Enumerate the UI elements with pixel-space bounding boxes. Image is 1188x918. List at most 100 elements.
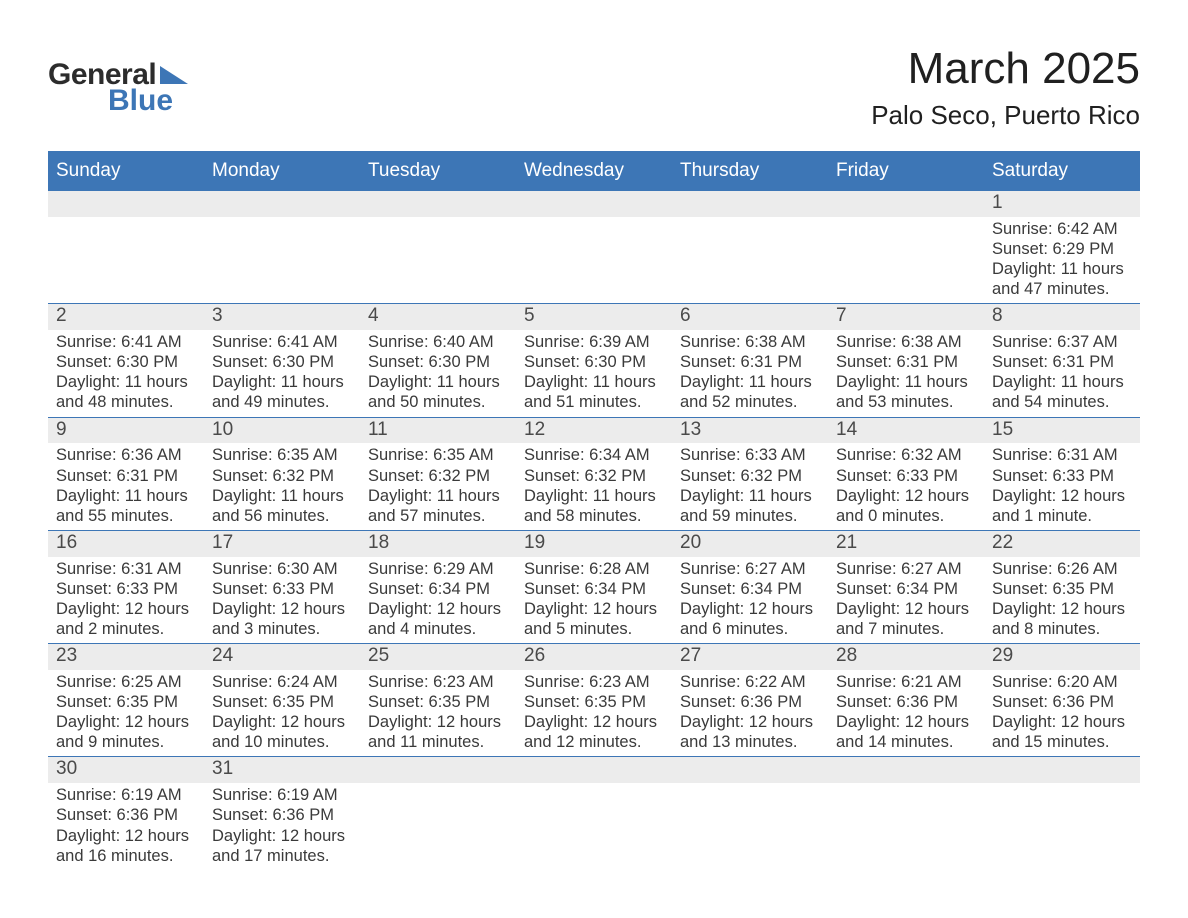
day-details: Sunrise: 6:26 AMSunset: 6:35 PMDaylight:…: [984, 557, 1140, 644]
sunrise-text: Sunrise: 6:35 AM: [368, 445, 508, 465]
calendar-cell: [984, 757, 1140, 870]
brand-logo: General Blue: [48, 58, 188, 118]
day-number: 24: [204, 644, 360, 670]
calendar-cell: [828, 191, 984, 304]
day-details: Sunrise: 6:19 AMSunset: 6:36 PMDaylight:…: [48, 783, 204, 870]
day-number: 27: [672, 644, 828, 670]
sunset-text: Sunset: 6:32 PM: [524, 466, 664, 486]
day-details: [48, 217, 204, 277]
sunset-text: Sunset: 6:34 PM: [680, 579, 820, 599]
weekday-header: Tuesday: [360, 153, 516, 191]
sunset-text: Sunset: 6:33 PM: [212, 579, 352, 599]
calendar-cell: 29Sunrise: 6:20 AMSunset: 6:36 PMDayligh…: [984, 644, 1140, 757]
day-details: Sunrise: 6:30 AMSunset: 6:33 PMDaylight:…: [204, 557, 360, 644]
sunset-text: Sunset: 6:30 PM: [212, 352, 352, 372]
sunset-text: Sunset: 6:31 PM: [992, 352, 1132, 372]
sunset-text: Sunset: 6:34 PM: [368, 579, 508, 599]
calendar-week-row: 30Sunrise: 6:19 AMSunset: 6:36 PMDayligh…: [48, 757, 1140, 870]
sunrise-text: Sunrise: 6:38 AM: [680, 332, 820, 352]
day-number: [516, 191, 672, 217]
sunrise-text: Sunrise: 6:20 AM: [992, 672, 1132, 692]
sunset-text: Sunset: 6:34 PM: [836, 579, 976, 599]
day-details: Sunrise: 6:29 AMSunset: 6:34 PMDaylight:…: [360, 557, 516, 644]
day-number: [828, 757, 984, 783]
daylight-text: Daylight: 12 hours and 9 minutes.: [56, 712, 196, 752]
daylight-text: Daylight: 12 hours and 16 minutes.: [56, 826, 196, 866]
daylight-text: Daylight: 11 hours and 53 minutes.: [836, 372, 976, 412]
sunrise-text: Sunrise: 6:38 AM: [836, 332, 976, 352]
sunset-text: Sunset: 6:30 PM: [368, 352, 508, 372]
sunset-text: Sunset: 6:33 PM: [56, 579, 196, 599]
daylight-text: Daylight: 12 hours and 5 minutes.: [524, 599, 664, 639]
day-number: 12: [516, 418, 672, 444]
title-block: March 2025 Palo Seco, Puerto Rico: [871, 30, 1140, 137]
day-number: 9: [48, 418, 204, 444]
daylight-text: Daylight: 12 hours and 11 minutes.: [368, 712, 508, 752]
day-number: [672, 757, 828, 783]
sunset-text: Sunset: 6:32 PM: [680, 466, 820, 486]
calendar-week-row: 2Sunrise: 6:41 AMSunset: 6:30 PMDaylight…: [48, 304, 1140, 417]
calendar-cell: 3Sunrise: 6:41 AMSunset: 6:30 PMDaylight…: [204, 304, 360, 417]
day-number: 13: [672, 418, 828, 444]
calendar-week-row: 23Sunrise: 6:25 AMSunset: 6:35 PMDayligh…: [48, 644, 1140, 757]
sunrise-text: Sunrise: 6:23 AM: [524, 672, 664, 692]
day-number: 23: [48, 644, 204, 670]
daylight-text: Daylight: 12 hours and 7 minutes.: [836, 599, 976, 639]
day-number: [984, 757, 1140, 783]
sunrise-text: Sunrise: 6:21 AM: [836, 672, 976, 692]
day-details: [516, 217, 672, 277]
day-details: Sunrise: 6:35 AMSunset: 6:32 PMDaylight:…: [360, 443, 516, 530]
daylight-text: Daylight: 12 hours and 3 minutes.: [212, 599, 352, 639]
day-number: 7: [828, 304, 984, 330]
calendar-cell: 26Sunrise: 6:23 AMSunset: 6:35 PMDayligh…: [516, 644, 672, 757]
day-details: Sunrise: 6:23 AMSunset: 6:35 PMDaylight:…: [360, 670, 516, 757]
sunrise-text: Sunrise: 6:33 AM: [680, 445, 820, 465]
day-details: [516, 783, 672, 843]
calendar-cell: 23Sunrise: 6:25 AMSunset: 6:35 PMDayligh…: [48, 644, 204, 757]
daylight-text: Daylight: 12 hours and 2 minutes.: [56, 599, 196, 639]
day-details: Sunrise: 6:22 AMSunset: 6:36 PMDaylight:…: [672, 670, 828, 757]
calendar-cell: 2Sunrise: 6:41 AMSunset: 6:30 PMDaylight…: [48, 304, 204, 417]
calendar-cell: 12Sunrise: 6:34 AMSunset: 6:32 PMDayligh…: [516, 417, 672, 530]
daylight-text: Daylight: 12 hours and 1 minute.: [992, 486, 1132, 526]
sunset-text: Sunset: 6:36 PM: [992, 692, 1132, 712]
page-title: March 2025: [871, 44, 1140, 94]
daylight-text: Daylight: 11 hours and 55 minutes.: [56, 486, 196, 526]
calendar-cell: 14Sunrise: 6:32 AMSunset: 6:33 PMDayligh…: [828, 417, 984, 530]
sunset-text: Sunset: 6:33 PM: [992, 466, 1132, 486]
day-details: Sunrise: 6:27 AMSunset: 6:34 PMDaylight:…: [672, 557, 828, 644]
day-number: 30: [48, 757, 204, 783]
weekday-header: Sunday: [48, 153, 204, 191]
calendar-cell: [360, 757, 516, 870]
calendar-cell: 13Sunrise: 6:33 AMSunset: 6:32 PMDayligh…: [672, 417, 828, 530]
calendar-cell: 11Sunrise: 6:35 AMSunset: 6:32 PMDayligh…: [360, 417, 516, 530]
sunrise-text: Sunrise: 6:28 AM: [524, 559, 664, 579]
sunrise-text: Sunrise: 6:36 AM: [56, 445, 196, 465]
day-number: 14: [828, 418, 984, 444]
calendar-header-row: Sunday Monday Tuesday Wednesday Thursday…: [48, 153, 1140, 191]
sunrise-text: Sunrise: 6:35 AM: [212, 445, 352, 465]
daylight-text: Daylight: 11 hours and 59 minutes.: [680, 486, 820, 526]
day-number: 5: [516, 304, 672, 330]
daylight-text: Daylight: 11 hours and 51 minutes.: [524, 372, 664, 412]
header-bar: General Blue March 2025 Palo Seco, Puert…: [48, 30, 1140, 137]
sunset-text: Sunset: 6:35 PM: [992, 579, 1132, 599]
weekday-header: Saturday: [984, 153, 1140, 191]
day-details: Sunrise: 6:42 AMSunset: 6:29 PMDaylight:…: [984, 217, 1140, 304]
daylight-text: Daylight: 12 hours and 8 minutes.: [992, 599, 1132, 639]
sunrise-text: Sunrise: 6:25 AM: [56, 672, 196, 692]
day-number: 26: [516, 644, 672, 670]
day-number: 1: [984, 191, 1140, 217]
daylight-text: Daylight: 11 hours and 57 minutes.: [368, 486, 508, 526]
day-details: Sunrise: 6:38 AMSunset: 6:31 PMDaylight:…: [828, 330, 984, 417]
day-details: [204, 217, 360, 277]
day-number: [360, 191, 516, 217]
daylight-text: Daylight: 11 hours and 49 minutes.: [212, 372, 352, 412]
sunset-text: Sunset: 6:30 PM: [56, 352, 196, 372]
day-details: Sunrise: 6:41 AMSunset: 6:30 PMDaylight:…: [48, 330, 204, 417]
day-details: [360, 217, 516, 277]
sunrise-text: Sunrise: 6:24 AM: [212, 672, 352, 692]
calendar-cell: 8Sunrise: 6:37 AMSunset: 6:31 PMDaylight…: [984, 304, 1140, 417]
calendar-cell: [204, 191, 360, 304]
daylight-text: Daylight: 12 hours and 4 minutes.: [368, 599, 508, 639]
